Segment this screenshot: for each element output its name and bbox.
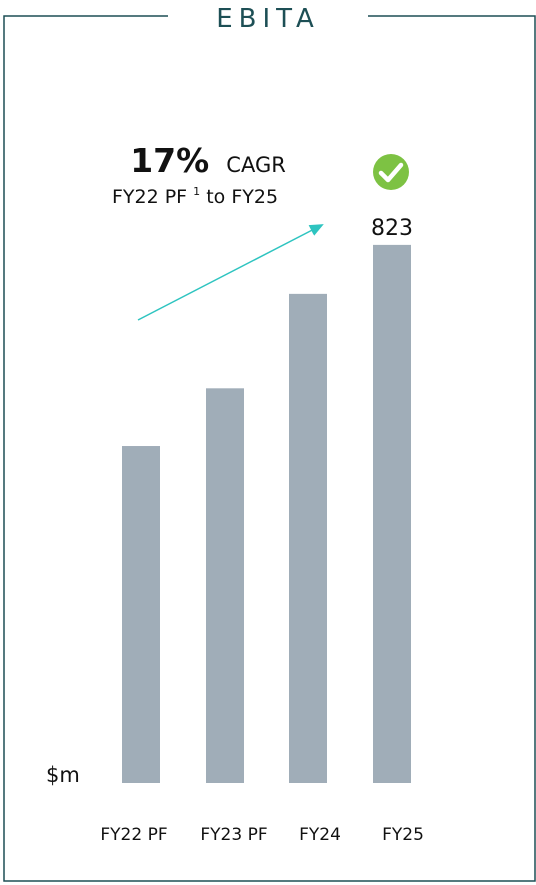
x-tick-label: FY25 xyxy=(382,825,424,845)
cagr-annotation-line1: 17% CAGR xyxy=(130,141,286,180)
chart-frame xyxy=(3,15,536,882)
chart-title: EBITA xyxy=(216,4,320,34)
cagr-period-start: FY22 PF xyxy=(112,186,187,208)
check-circle-icon xyxy=(373,154,409,190)
cagr-period-end: to FY25 xyxy=(206,186,278,208)
footnote-marker: 1 xyxy=(193,185,200,198)
data-label-fy25: 823 xyxy=(371,216,413,241)
bar-fy24 xyxy=(289,293,327,783)
x-tick-label: FY24 xyxy=(299,825,341,845)
bar-fy22-pf xyxy=(122,446,160,783)
bar-fy23-pf xyxy=(206,388,244,783)
x-tick-label: FY23 PF xyxy=(200,825,267,845)
cagr-value: 17% xyxy=(130,141,209,180)
x-tick-label: FY22 PF xyxy=(100,825,167,845)
cagr-annotation-line2: FY22 PF 1 to FY25 xyxy=(112,178,278,208)
cagr-word: CAGR xyxy=(226,153,286,177)
unit-label: $m xyxy=(46,763,80,787)
growth-arrow xyxy=(137,224,324,321)
bar-fy25 xyxy=(373,244,411,784)
